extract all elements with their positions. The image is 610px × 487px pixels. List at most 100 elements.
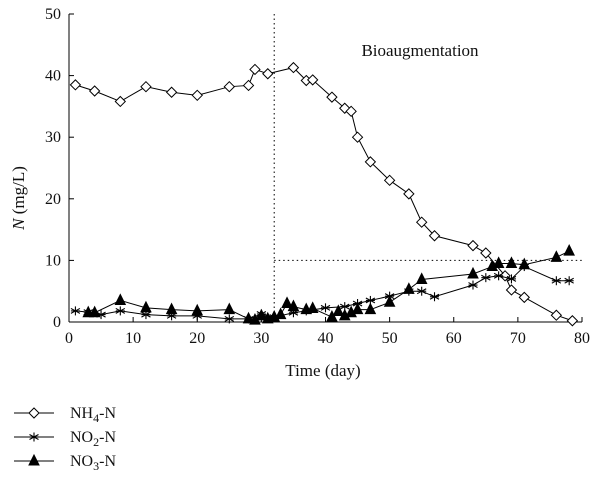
- data-point-no2-n: [70, 306, 81, 316]
- data-point-no3-n: [332, 304, 345, 317]
- data-point-nh4-n: [88, 85, 101, 97]
- y-tick-label: 10: [45, 252, 61, 269]
- data-point-no2-n: [506, 274, 517, 284]
- data-point-nh4-n: [114, 95, 127, 108]
- data-point-no3-n: [165, 302, 178, 315]
- data-point-no3-n: [492, 256, 505, 268]
- x-tick-label: 80: [574, 330, 590, 347]
- x-tick-label: 10: [125, 330, 141, 347]
- y-axis-title-unit: (mg/L): [9, 166, 28, 218]
- data-point-no3-n: [114, 293, 127, 305]
- data-point-no3-n: [326, 309, 338, 322]
- data-point-no2-n: [320, 303, 331, 313]
- legend-item-no3-n: NO3-N: [14, 453, 116, 473]
- data-point-no3-n: [287, 299, 300, 312]
- y-tick-label: 30: [45, 129, 61, 146]
- data-point-no3-n: [467, 266, 479, 279]
- legend: NH4-N NO2-N NO3-N: [14, 405, 116, 473]
- x-tick-label: 20: [189, 330, 205, 347]
- legend-label-no3-n: NO3-N: [70, 453, 116, 473]
- data-point-no3-n: [140, 300, 152, 313]
- x-axis-title: Time (day): [285, 361, 360, 380]
- data-point-nh4-n: [69, 79, 82, 91]
- data-point-no3-n: [550, 250, 563, 262]
- data-point-nh4-n: [403, 188, 415, 200]
- y-tick-label: 50: [45, 6, 61, 23]
- data-point-nh4-n: [326, 91, 338, 103]
- legend-marker-star-icon: [29, 432, 39, 442]
- y-axis-title-variable: N: [9, 217, 28, 231]
- data-point-nh4-n: [566, 315, 579, 327]
- data-point-nh4-n: [415, 216, 428, 228]
- data-point-nh4-n: [518, 291, 530, 304]
- x-tick-label: 60: [446, 330, 462, 347]
- data-point-nh4-n: [383, 174, 396, 187]
- data-point-no2-n: [551, 276, 562, 286]
- legend-label-nh4-n: NH4-N: [70, 405, 116, 425]
- data-point-no2-n: [288, 308, 299, 318]
- legend-item-no2-n: NO2-N: [14, 429, 116, 449]
- data-point-nh4-n: [505, 284, 518, 296]
- data-point-no2-n: [416, 286, 427, 296]
- x-tick-label: 30: [253, 330, 269, 347]
- data-point-nh4-n: [467, 239, 479, 252]
- series-line-no2-n: [75, 265, 570, 320]
- legend-label-no2-n: NO2-N: [70, 429, 116, 449]
- x-tick-label: 50: [382, 330, 398, 347]
- series-layer: [69, 61, 579, 327]
- data-point-nh4-n: [242, 79, 255, 92]
- data-point-no3-n: [242, 311, 255, 324]
- data-point-no2-n: [429, 292, 440, 302]
- series-no2-n: [70, 262, 574, 324]
- series-nh4-n: [69, 61, 579, 327]
- series-no3-n: [82, 244, 575, 325]
- data-point-nh4-n: [428, 230, 441, 242]
- data-point-no2-n: [468, 280, 478, 290]
- data-point-no3-n: [563, 244, 575, 256]
- data-point-no3-n: [274, 307, 287, 320]
- data-point-no3-n: [306, 301, 319, 313]
- data-point-no3-n: [383, 295, 396, 307]
- y-tick-label: 40: [45, 68, 61, 85]
- data-point-nh4-n: [345, 105, 357, 118]
- data-point-nh4-n: [287, 61, 300, 74]
- annotation-bioaugmentation: Bioaugmentation: [361, 41, 479, 60]
- y-tick-label: 20: [45, 191, 61, 208]
- data-point-nh4-n: [480, 247, 492, 259]
- data-point-no3-n: [415, 272, 428, 284]
- data-point-nh4-n: [550, 309, 563, 321]
- data-point-nh4-n: [306, 74, 319, 86]
- data-point-no3-n: [403, 282, 415, 294]
- data-point-no2-n: [115, 306, 126, 316]
- data-point-nh4-n: [165, 86, 178, 98]
- legend-item-nh4-n: NH4-N: [14, 405, 116, 425]
- data-point-no3-n: [223, 302, 236, 315]
- y-axis-title: N (mg/L): [9, 166, 28, 231]
- data-point-nh4-n: [249, 63, 261, 76]
- data-point-no3-n: [191, 303, 204, 316]
- data-point-no2-n: [481, 273, 491, 283]
- x-tick-label: 40: [318, 330, 334, 347]
- x-tick-label: 0: [65, 330, 73, 347]
- data-point-no3-n: [281, 296, 293, 309]
- data-point-nh4-n: [364, 156, 377, 168]
- data-point-no3-n: [518, 257, 531, 270]
- data-point-no3-n: [88, 305, 101, 318]
- data-point-nh4-n: [140, 80, 152, 93]
- legend-marker-diamond-icon: [28, 407, 40, 419]
- data-point-nh4-n: [351, 131, 364, 143]
- data-point-no3-n: [351, 302, 364, 315]
- tick-labels: 0 10 20 30 40 50 60 70 80 0 10 20 30 40 50: [45, 6, 590, 347]
- data-point-no2-n: [224, 314, 235, 324]
- legend-marker-triangle-icon: [28, 453, 40, 466]
- data-point-no3-n: [505, 256, 518, 268]
- data-point-no2-n: [339, 302, 350, 312]
- data-point-nh4-n: [223, 80, 236, 93]
- data-point-no3-n: [364, 302, 377, 315]
- data-point-no2-n: [564, 276, 574, 286]
- data-point-nh4-n: [191, 89, 203, 102]
- y-tick-label: 0: [53, 314, 61, 331]
- series-line-nh4-n: [75, 67, 573, 322]
